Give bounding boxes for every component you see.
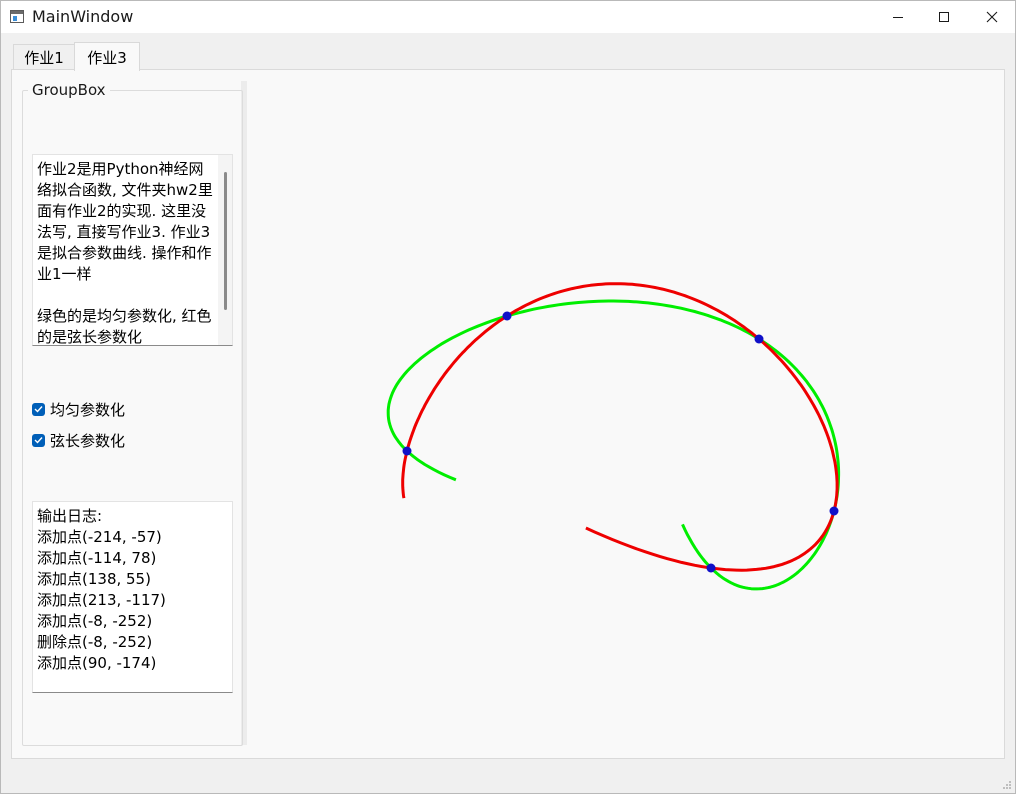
log-line: 添加点(-214, -57) xyxy=(37,528,162,546)
control-point[interactable] xyxy=(502,311,512,321)
minimize-button[interactable] xyxy=(875,1,921,33)
checkbox-chord-label: 弦长参数化 xyxy=(50,431,126,450)
close-button[interactable] xyxy=(969,1,1015,33)
output-log[interactable]: 输出日志: 添加点(-214, -57) 添加点(-114, 78) 添加点(1… xyxy=(32,501,233,693)
log-line: 添加点(213, -117) xyxy=(37,591,166,609)
log-line: 添加点(90, -174) xyxy=(37,654,157,672)
control-point[interactable] xyxy=(754,334,764,344)
title-bar[interactable]: MainWindow xyxy=(1,1,1015,33)
maximize-icon xyxy=(939,12,949,22)
checkbox-uniform-param[interactable]: 均匀参数化 xyxy=(32,400,126,419)
notes-textbox[interactable]: 作业2是用Python神经网络拟合函数, 文件夹hw2里面有作业2的实现. 这里… xyxy=(32,154,233,346)
chord-length-curve xyxy=(401,282,839,572)
control-point[interactable] xyxy=(829,506,839,516)
tab-hw3[interactable]: 作业3 xyxy=(74,42,140,71)
log-line: 删除点(-8, -252) xyxy=(37,633,153,651)
resize-grip-icon[interactable] xyxy=(1002,780,1012,790)
window-title: MainWindow xyxy=(32,7,134,26)
app-window-icon xyxy=(10,10,24,23)
curve-canvas[interactable] xyxy=(251,76,1001,751)
sidebar-splitter[interactable] xyxy=(241,81,247,745)
minimize-icon xyxy=(893,16,903,18)
log-line: 添加点(-114, 78) xyxy=(37,549,157,567)
log-line: 添加点(138, 55) xyxy=(37,570,151,588)
checkbox-checked-icon[interactable] xyxy=(32,402,45,416)
uniform-curve xyxy=(386,299,841,591)
close-icon xyxy=(986,11,998,23)
maximize-button[interactable] xyxy=(921,1,967,33)
log-title: 输出日志: xyxy=(37,507,103,525)
control-point[interactable] xyxy=(706,563,716,573)
log-line: 添加点(-8, -252) xyxy=(37,612,153,630)
notes-scrollbar[interactable] xyxy=(218,155,232,345)
checkbox-checked-icon[interactable] xyxy=(32,433,45,447)
control-point[interactable] xyxy=(402,446,412,456)
tab-hw1[interactable]: 作业1 xyxy=(13,44,75,70)
checkbox-uniform-label: 均匀参数化 xyxy=(50,400,126,419)
notes-text: 作业2是用Python神经网络拟合函数, 文件夹hw2里面有作业2的实现. 这里… xyxy=(37,160,213,346)
groupbox-title: GroupBox xyxy=(28,81,110,99)
notes-scrollbar-thumb[interactable] xyxy=(224,172,227,310)
groupbox-frame xyxy=(22,90,243,746)
checkbox-chord-param[interactable]: 弦长参数化 xyxy=(32,431,126,450)
